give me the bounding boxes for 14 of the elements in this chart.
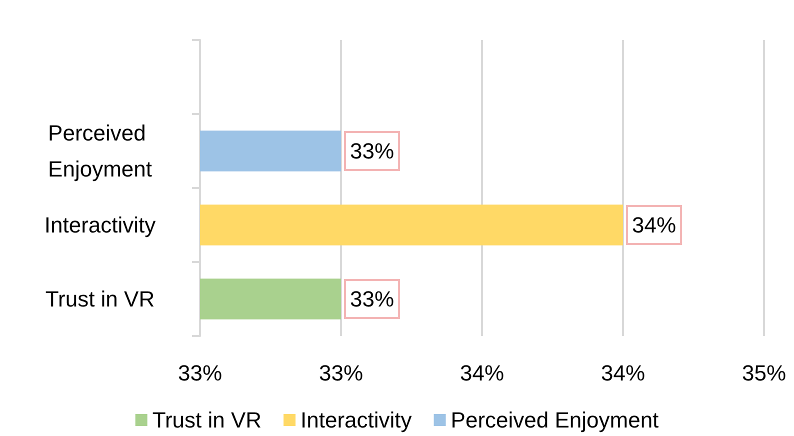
legend-label: Perceived Enjoyment bbox=[450, 408, 659, 432]
data-label: 33% bbox=[350, 138, 394, 164]
legend-label: Trust in VR bbox=[152, 408, 262, 432]
y-tick-label: Perceived Enjoyment bbox=[48, 120, 152, 182]
legend-label: Interactivity bbox=[300, 408, 412, 432]
x-tick-label: 34% bbox=[600, 360, 646, 386]
y-tick-label: Trust in VR bbox=[45, 286, 155, 312]
data-label: 33% bbox=[350, 286, 394, 312]
x-tick-label: 33% bbox=[318, 360, 364, 386]
y-tick-label: Interactivity bbox=[44, 212, 156, 238]
x-tick-label: 34% bbox=[460, 360, 504, 386]
data-label: 34% bbox=[632, 212, 676, 238]
x-tick-label: 33% bbox=[178, 360, 222, 386]
x-tick-label: 35% bbox=[742, 360, 786, 386]
